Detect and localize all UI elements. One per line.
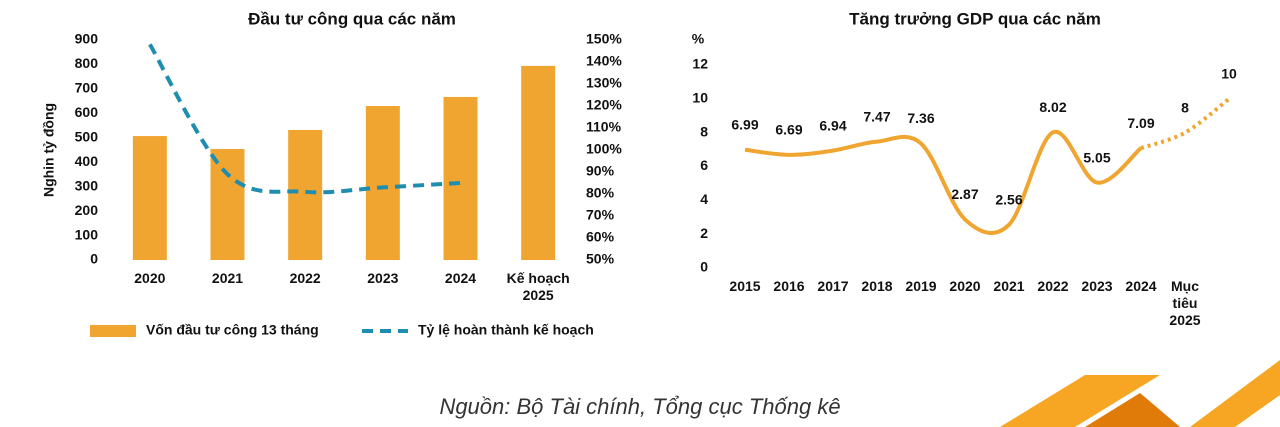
y-tick-label: 4 (700, 191, 708, 207)
y-tick-label: 0 (700, 259, 708, 275)
y-tick-label: 900 (75, 31, 99, 47)
y2-tick-label: 80% (586, 185, 615, 201)
x-tick-label: 2022 (1037, 278, 1069, 294)
x-tick-label: 2023 (1081, 278, 1113, 294)
chart-title: Tăng trưởng GDP qua các năm (849, 9, 1101, 28)
y-tick-label: 700 (75, 80, 99, 96)
data-label: 6.69 (775, 122, 802, 138)
y-tick-label: 100 (75, 226, 99, 242)
data-label: 5.05 (1083, 149, 1110, 165)
y-tick-label: 300 (75, 177, 99, 193)
y2-tick-label: 130% (586, 75, 622, 91)
bar (132, 136, 167, 260)
decoration (1000, 360, 1280, 427)
y-tick-label: 2 (700, 225, 708, 241)
bar (210, 149, 245, 260)
x-tick-label: 2022 (289, 270, 321, 286)
x-tick-label: 2021 (211, 270, 244, 286)
y-tick-label: 8 (700, 123, 708, 139)
line (148, 43, 461, 195)
y-tick-label: 200 (75, 202, 99, 218)
x-tick-label: 2015 (729, 278, 761, 294)
bar (521, 65, 556, 261)
y2-tick-label: 50% (586, 251, 615, 267)
y2-tick-label: 60% (586, 229, 615, 245)
y2-tick-label: 120% (586, 97, 622, 113)
bar (288, 129, 323, 260)
legend-swatch (90, 325, 136, 337)
legend-label: Vốn đầu tư công 13 tháng (146, 322, 319, 338)
y-tick-label: 12 (692, 56, 708, 72)
y2-tick-label: 150% (586, 31, 622, 47)
data-label: 7.36 (907, 110, 934, 126)
x-tick-label: 2024 (1125, 278, 1157, 294)
bar (443, 96, 478, 260)
y2-tick-label: 90% (586, 163, 615, 179)
y-axis-label: Nghin tỷ đồng (41, 103, 57, 197)
x-tick-label: 2016 (773, 278, 805, 294)
x-tick-label: 2020 (134, 270, 166, 286)
bar (365, 106, 400, 260)
data-label: 2.87 (951, 186, 978, 202)
y2-tick-label: 100% (586, 141, 622, 157)
data-label: 6.99 (731, 116, 758, 132)
source: Nguồn: Bộ Tài chính, Tổng cục Thống kê (439, 394, 841, 419)
data-label: 2.56 (995, 191, 1022, 207)
y-tick-label: 10 (692, 90, 708, 106)
x-tick-label: 2024 (444, 270, 477, 286)
legend-label: Tỷ lệ hoàn thành kế hoạch (418, 322, 594, 338)
x-tick-label: 2020 (949, 278, 981, 294)
x-tick-label: 2021 (993, 278, 1025, 294)
data-label: 10 (1221, 66, 1237, 82)
y-tick-label: 600 (75, 104, 99, 120)
y-tick-label: 800 (75, 55, 99, 71)
y-tick-label: 6 (700, 157, 708, 173)
data-label: 8 (1181, 99, 1189, 115)
data-label: 7.09 (1127, 115, 1154, 131)
x-tick-label: 2017 (817, 278, 849, 294)
x-tick-label: Mục tiêu 2025 (1169, 278, 1201, 328)
data-label: 7.47 (863, 108, 890, 124)
x-tick-label: 2018 (861, 278, 893, 294)
chart-title: Đầu tư công qua các năm (248, 9, 456, 28)
data-label: 6.94 (819, 117, 846, 133)
y-tick-label: 500 (75, 128, 99, 144)
data-label: 8.02 (1039, 99, 1066, 115)
y-axis-label: % (692, 31, 705, 47)
y2-tick-label: 110% (586, 119, 622, 135)
y2-tick-label: 140% (586, 53, 622, 69)
x-tick-label: 2023 (367, 270, 399, 286)
line (744, 129, 1143, 235)
y-tick-label: 0 (90, 251, 98, 267)
x-tick-label: Kế hoạch 2025 (506, 270, 570, 303)
y-tick-label: 400 (75, 153, 99, 169)
x-tick-label: 2019 (905, 278, 937, 294)
y2-tick-label: 70% (586, 207, 615, 223)
